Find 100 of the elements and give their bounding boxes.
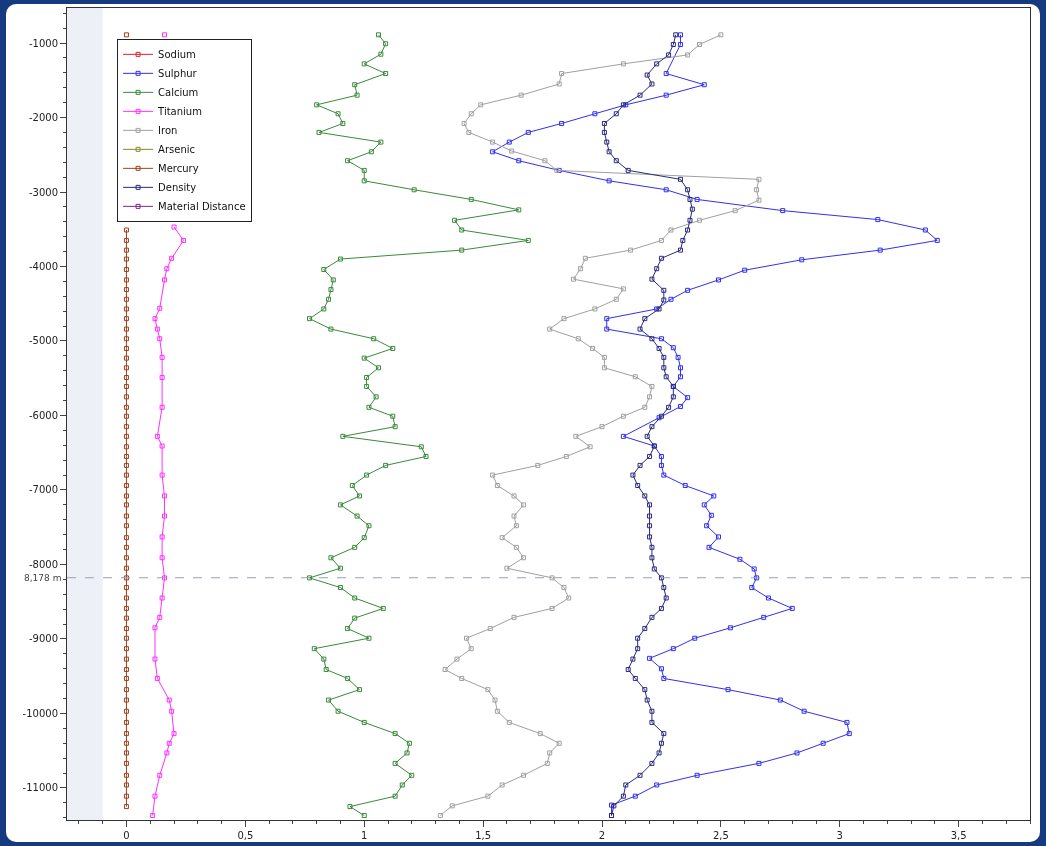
legend-label: Iron [158,125,178,137]
point [123,266,129,272]
point [123,383,129,389]
point [123,535,129,541]
point [123,483,129,489]
point [164,266,170,272]
point [123,424,129,430]
point [123,544,129,550]
legend-label: Arsenic [158,144,196,156]
point [171,224,177,230]
point [123,605,129,611]
point [181,237,187,243]
point [159,534,165,540]
legend-label: Calcium [158,87,199,99]
point [123,523,129,529]
point [123,453,129,459]
point [154,433,160,439]
point [123,575,129,581]
point [157,305,163,311]
point [154,326,160,332]
point [159,375,165,380]
point [123,493,129,499]
y-tick-label: -5000 [28,335,58,347]
x-tick-label: 3,5 [950,830,967,841]
point [123,326,129,332]
point [164,750,170,756]
point [123,513,129,519]
point [169,255,175,261]
point [159,354,165,360]
legend-label: Titanium [157,106,202,118]
y-tick-label: -4000 [28,261,58,272]
point [123,565,129,571]
legend-label: Material Distance [158,201,246,213]
point [123,615,129,621]
point [123,404,129,410]
point [123,626,129,632]
point [123,687,129,693]
point [123,237,129,243]
point [159,404,165,410]
point [123,316,129,322]
point [123,375,129,380]
point [123,667,129,673]
point [123,296,129,302]
point [123,760,129,766]
point [157,772,163,778]
point [159,472,165,478]
point [123,462,129,468]
point [123,656,129,662]
x-tick-label: 3 [836,830,843,841]
point [152,316,158,322]
ref-line-label: 8,178 m [24,573,62,583]
point [123,635,129,641]
point [123,433,129,439]
point [159,443,165,449]
point [161,513,167,519]
point [161,277,167,283]
x-tick-label: 2 [598,830,606,841]
x-tick-label: 1 [361,830,368,841]
point [169,708,175,714]
y-tick-label: -9000 [28,633,58,645]
point [152,656,158,662]
x-tick-label: 2,5 [712,830,729,841]
point [123,502,129,508]
point [123,345,129,351]
legend-label: Sodium [158,49,196,61]
point [152,793,158,799]
point [123,750,129,756]
legend-label: Density [158,182,197,194]
point [123,287,129,293]
y-tick-label: -6000 [28,409,58,421]
point [159,555,165,561]
point [123,336,129,342]
x-tick-label: 1,5 [475,830,492,841]
point [123,306,129,312]
x-tick-label: 0 [123,830,130,841]
point [150,813,156,819]
point [123,646,129,652]
point [123,731,129,737]
point [123,804,129,810]
point [123,394,129,400]
y-tick-label: -8000 [28,558,58,570]
x-tick-label: 0,5 [237,830,254,841]
point [123,227,129,233]
point [123,782,129,788]
y-tick-label: -2000 [28,112,58,124]
y-tick-label: -10000 [22,707,58,719]
point [166,697,172,703]
point [123,444,129,450]
y-tick-label: -7000 [28,484,58,496]
point [123,247,129,253]
point [123,719,129,725]
point [171,731,177,737]
point [123,413,129,419]
point [159,595,165,601]
point [123,585,129,591]
legend-label: Mercury [158,163,199,175]
point [123,697,129,703]
legend-label: Sulphur [158,68,198,80]
point [161,493,167,499]
point [123,793,129,799]
